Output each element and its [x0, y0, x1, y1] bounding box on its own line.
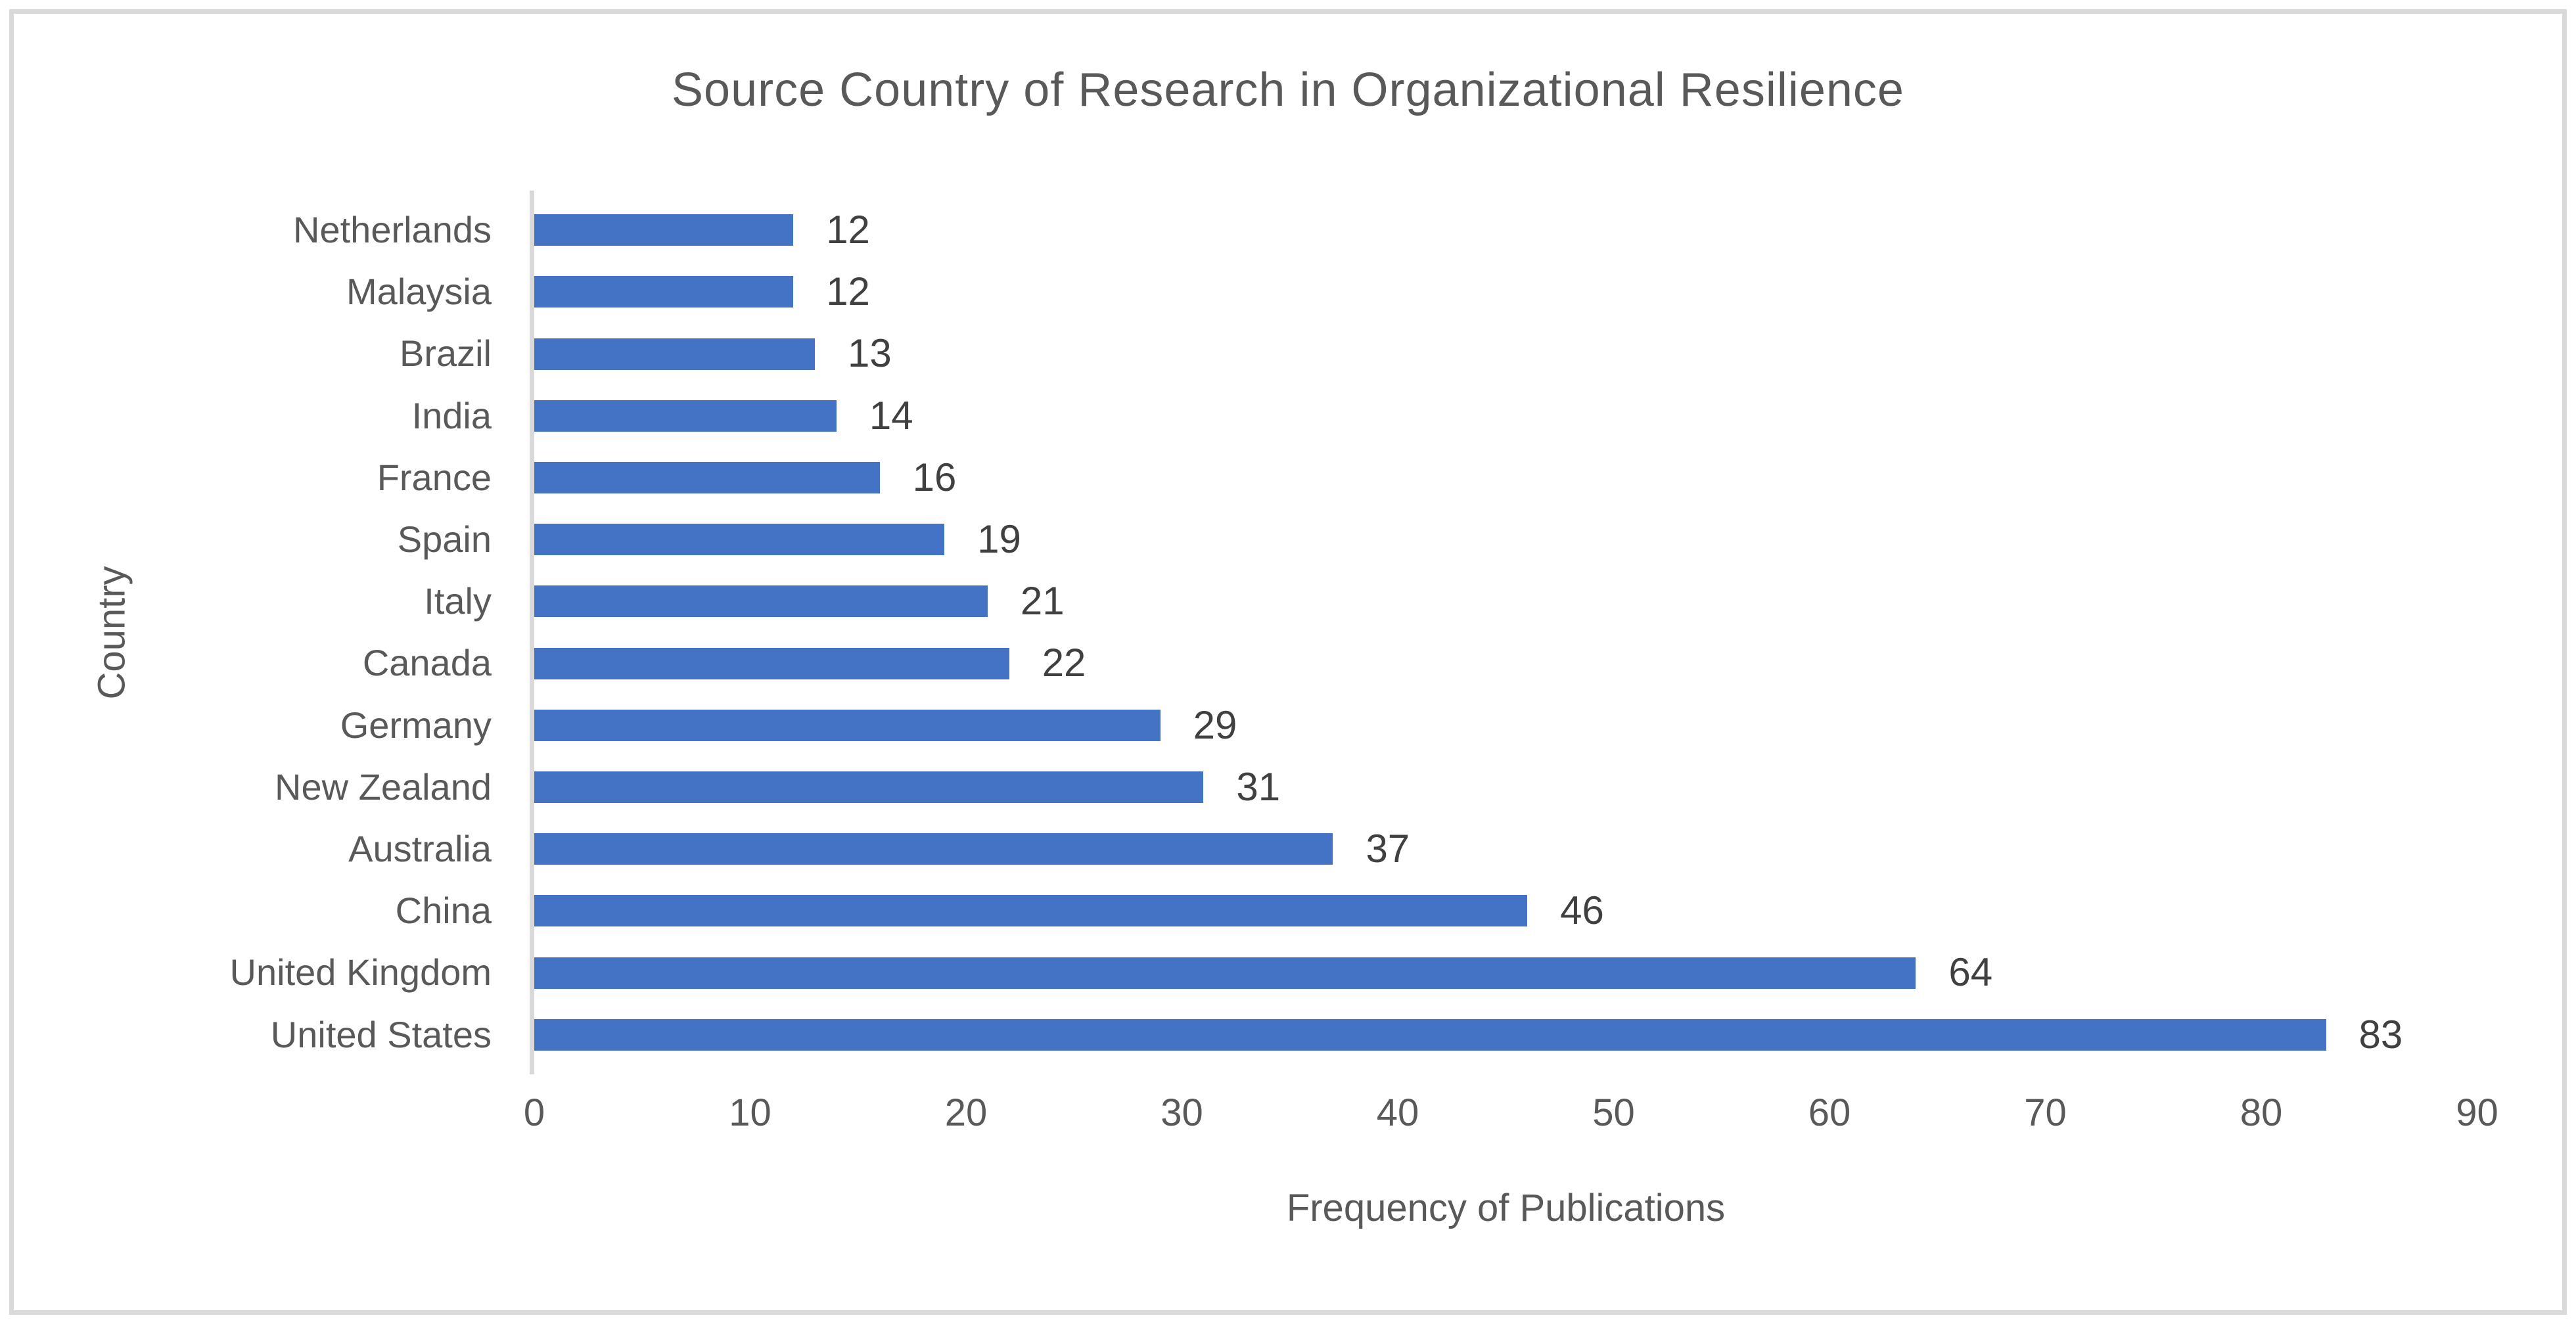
x-tick-label: 20: [944, 1091, 988, 1134]
category-label: Germany: [340, 704, 492, 746]
category-label: Spain: [397, 518, 492, 560]
bar: [534, 957, 1916, 989]
category-label: Netherlands: [293, 209, 492, 250]
bar: [534, 214, 794, 246]
category-label: China: [395, 890, 492, 932]
category-label: Italy: [424, 580, 492, 622]
x-tick-label: 50: [1592, 1091, 1635, 1134]
bar: [534, 771, 1204, 803]
bar-value-label: 64: [1948, 950, 1993, 995]
category-label: France: [377, 456, 492, 498]
bar-value-label: 13: [848, 331, 892, 376]
bar: [534, 709, 1161, 741]
bar-value-label: 37: [1366, 827, 1410, 871]
bar: [534, 524, 945, 556]
category-label: Malaysia: [346, 271, 492, 313]
bar-value-label: 46: [1560, 888, 1604, 933]
x-axis-title: Frequency of Publications: [1286, 1187, 1726, 1229]
x-tick-label: 70: [2024, 1091, 2067, 1134]
x-tick-label: 10: [729, 1091, 771, 1134]
category-label: New Zealand: [275, 765, 492, 808]
x-tick-label: 0: [523, 1091, 545, 1134]
y-axis-title: Country: [90, 566, 133, 700]
category-label: Brazil: [399, 332, 492, 375]
x-tick-label: 40: [1376, 1091, 1419, 1134]
category-label: Canada: [362, 642, 492, 684]
bar-value-label: 21: [1020, 579, 1065, 624]
chart-title: Source Country of Research in Organizati…: [672, 64, 1904, 116]
bar-value-label: 19: [977, 517, 1021, 561]
bar-value-label: 83: [2358, 1012, 2403, 1057]
x-tick-label: 90: [2456, 1091, 2498, 1134]
x-tick-label: 60: [1808, 1091, 1851, 1134]
bar: [534, 1018, 2326, 1051]
chart-border: [9, 9, 2567, 1315]
bar-value-label: 29: [1193, 702, 1237, 747]
category-label: India: [411, 394, 492, 436]
x-tick-label: 30: [1161, 1091, 1203, 1134]
bar: [534, 585, 988, 618]
bar-value-label: 12: [826, 269, 870, 314]
bar: [534, 461, 880, 493]
category-label: United Kingdom: [229, 951, 492, 993]
bar: [534, 338, 816, 370]
bar-value-label: 16: [912, 455, 957, 499]
bar-value-label: 31: [1236, 764, 1281, 809]
x-tick-label: 80: [2240, 1091, 2283, 1134]
bar: [534, 833, 1333, 865]
bar: [534, 399, 837, 432]
bar: [534, 276, 794, 308]
bar: [534, 895, 1528, 927]
y-axis-line: [530, 191, 534, 1074]
category-label: United States: [270, 1013, 492, 1055]
bar-value-label: 22: [1042, 641, 1086, 685]
category-label: Australia: [348, 828, 492, 869]
bar-value-label: 12: [826, 208, 870, 252]
bar: [534, 647, 1009, 679]
bar-value-label: 14: [869, 393, 913, 438]
